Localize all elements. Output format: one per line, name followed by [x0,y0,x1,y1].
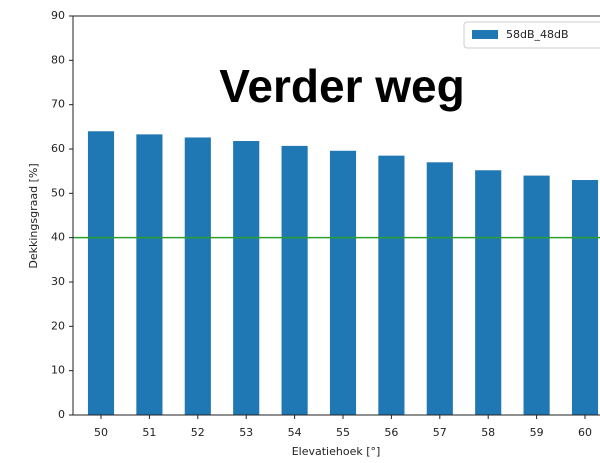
y-tick-label: 20 [51,319,65,332]
legend-swatch [472,30,498,39]
y-tick-label: 60 [51,142,65,155]
bar [184,137,211,415]
x-tick-label: 58 [481,426,495,439]
bar [329,150,357,416]
y-tick-label: 40 [51,231,65,244]
y-tick-label: 50 [51,186,65,199]
y-tick-label: 70 [51,98,65,111]
x-tick-label: 54 [288,426,302,439]
legend-label: 58dB_48dB [506,28,569,41]
legend-box [463,21,600,49]
x-axis-label: Elevatiehoek [°] [292,445,381,458]
bar [136,134,163,415]
y-tick-label: 0 [58,408,65,421]
x-tick-label: 59 [530,426,544,439]
y-tick-label: 10 [51,364,65,377]
bar [233,141,260,415]
y-tick-label: 90 [51,9,65,22]
bar [475,170,502,415]
x-tick-label: 50 [94,426,108,439]
y-tick-label: 30 [51,275,65,288]
bar [571,180,599,415]
y-axis-label: Dekkingsgraad [%] [27,163,40,268]
chart-title: Verder weg [219,60,464,112]
x-tick-label: 60 [578,426,592,439]
bar [378,155,405,415]
bar [281,145,308,415]
x-tick-label: 56 [384,426,398,439]
y-tick-label: 80 [51,53,65,66]
bar [523,175,550,415]
x-tick-label: 51 [142,426,156,439]
x-tick-label: 55 [336,426,350,439]
x-tick-label: 52 [191,426,205,439]
x-tick-label: 53 [239,426,253,439]
x-tick-label: 57 [433,426,447,439]
bar [426,162,453,415]
bar [87,131,115,415]
